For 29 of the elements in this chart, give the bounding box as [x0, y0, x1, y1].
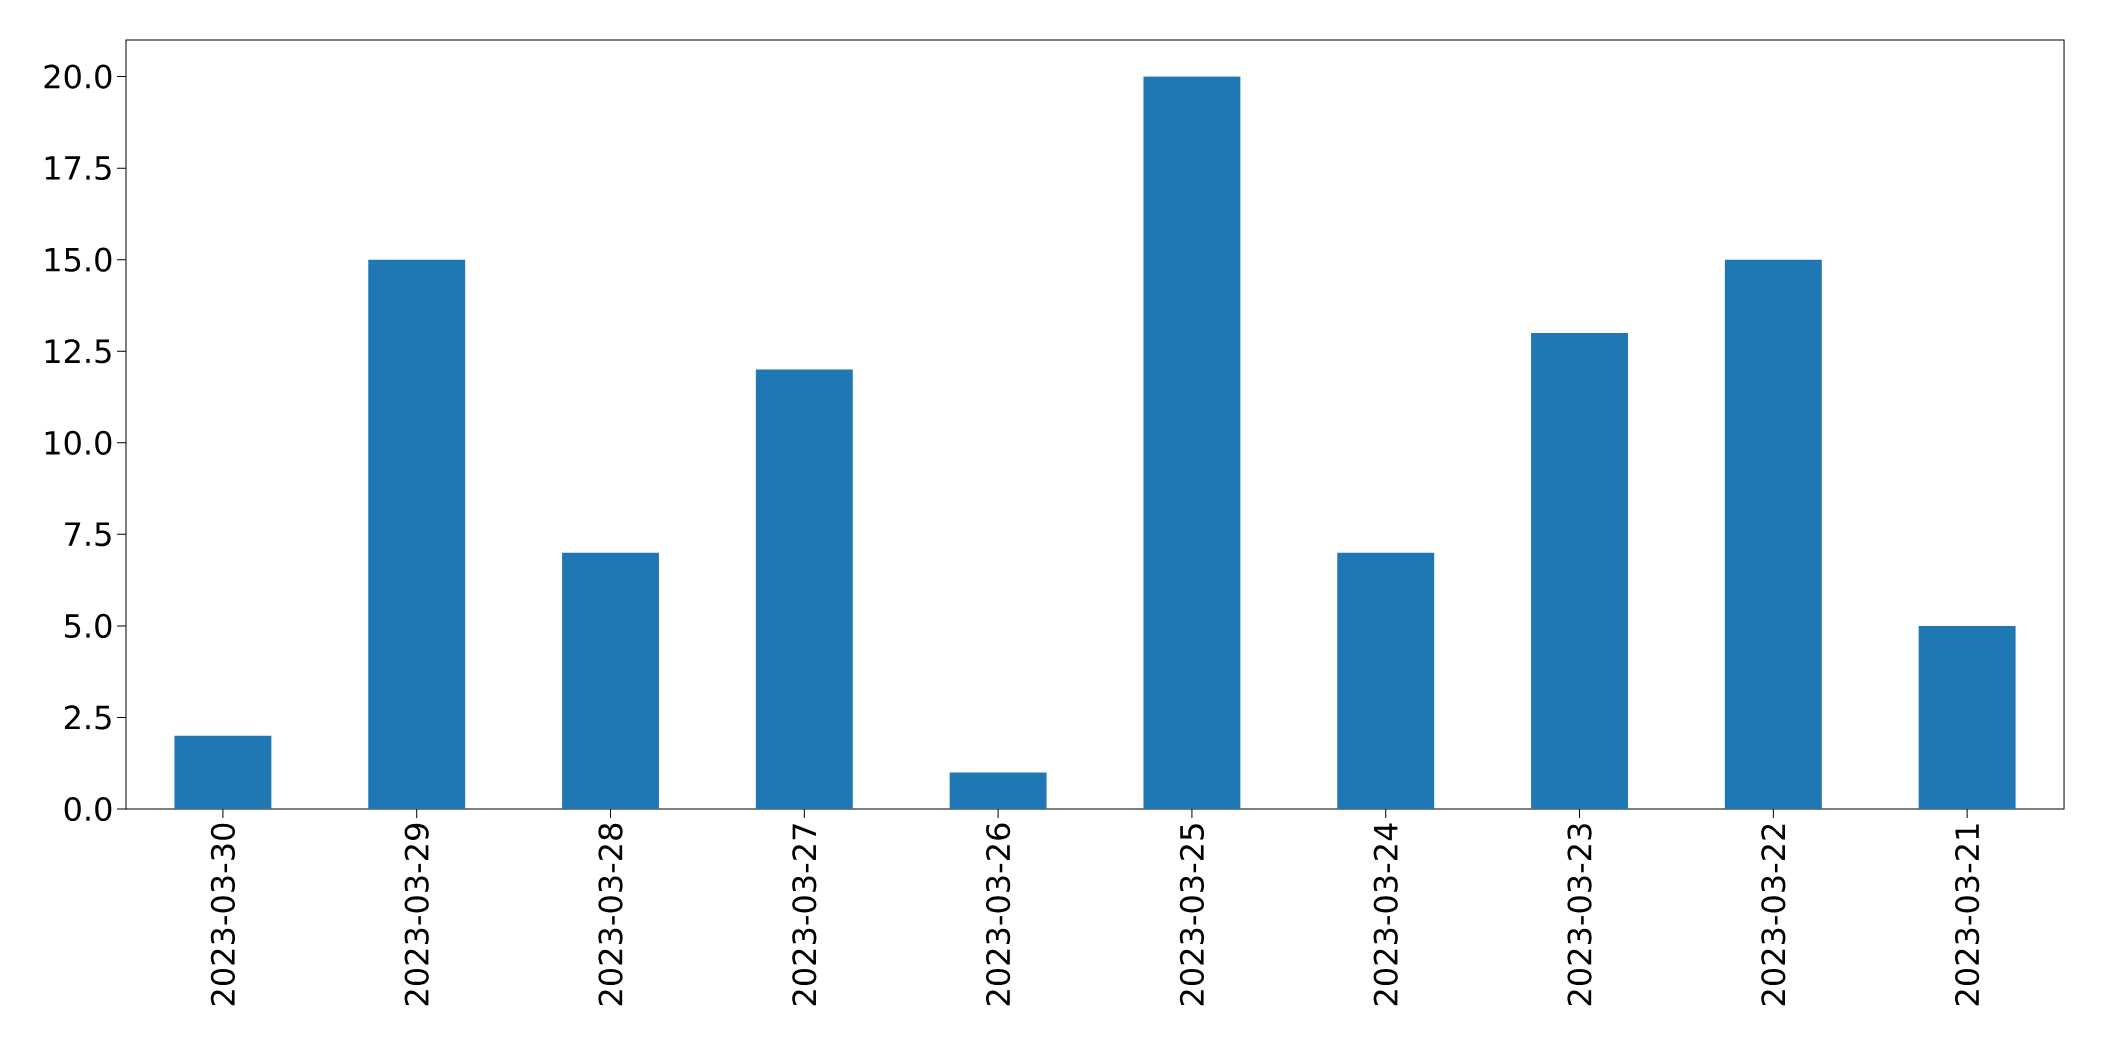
- bar: [1143, 76, 1241, 809]
- bar: [174, 735, 272, 809]
- x-tick-label: 2023-03-25: [1179, 824, 1205, 1006]
- x-tick-label: 2023-03-26: [986, 823, 1011, 1006]
- y-tick-label: 0.0: [64, 796, 112, 822]
- y-tick-label: 12.5: [45, 339, 111, 364]
- y-tick-label: 5.0: [65, 613, 112, 639]
- bar: [755, 369, 853, 809]
- x-tick-label: 2023-03-22: [1761, 824, 1786, 1006]
- bar: [949, 772, 1047, 809]
- y-tick-label: 7.5: [65, 522, 111, 547]
- bar: [1918, 625, 2016, 809]
- y-tick-label: 20.0: [44, 64, 112, 89]
- y-tick-label: 10.0: [45, 430, 112, 455]
- bar: [1531, 332, 1628, 809]
- bar: [1337, 552, 1435, 809]
- x-tick-label: 2023-03-29: [404, 823, 429, 1006]
- y-tick-label: 2.5: [64, 705, 111, 730]
- y-tick-label: 17.5: [45, 156, 111, 181]
- bar: [1724, 259, 1822, 809]
- bar: [562, 552, 659, 809]
- x-tick-label: 2023-03-27: [792, 824, 817, 1006]
- x-tick-label: 2023-03-24: [1373, 823, 1398, 1006]
- y-tick-label: 15.0: [45, 247, 112, 272]
- bar: [368, 259, 466, 809]
- x-tick-label: 2023-03-23: [1567, 824, 1592, 1006]
- x-tick-label: 2023-03-28: [598, 823, 623, 1006]
- x-tick-label: 2023-03-21: [1955, 824, 1980, 1006]
- x-tick-label: 2023-03-30: [210, 823, 236, 1006]
